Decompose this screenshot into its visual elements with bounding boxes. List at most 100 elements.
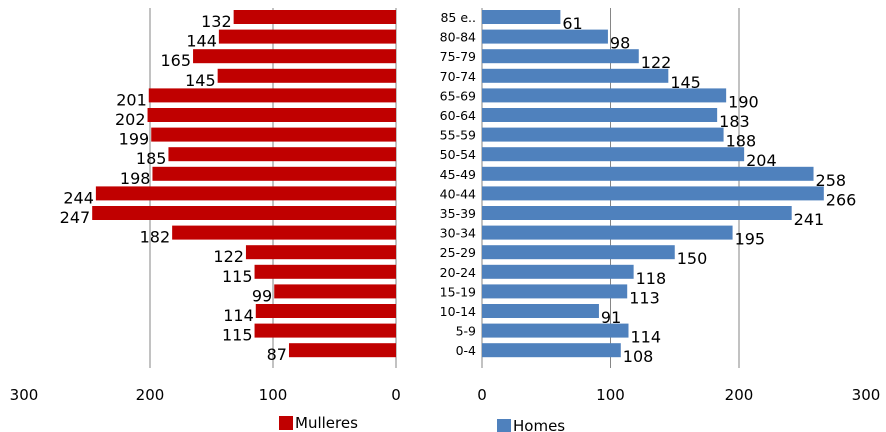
bar-mulleres bbox=[245, 245, 396, 260]
bar-homes bbox=[482, 68, 669, 83]
right-bars bbox=[482, 10, 824, 358]
data-label-mulleres: 145 bbox=[185, 71, 216, 90]
bar-homes bbox=[482, 166, 814, 181]
category-label: 25-29 bbox=[440, 245, 476, 260]
category-label: 40-44 bbox=[440, 186, 476, 201]
category-label: 5-9 bbox=[456, 324, 476, 339]
left-tick-labels: 300 200 100 0 bbox=[10, 386, 401, 404]
category-label: 45-49 bbox=[440, 167, 476, 182]
data-label-homes: 190 bbox=[728, 92, 759, 111]
bar-mulleres bbox=[152, 166, 396, 181]
bar-homes bbox=[482, 206, 792, 220]
data-label-homes: 113 bbox=[629, 288, 660, 307]
data-label-homes: 98 bbox=[610, 34, 630, 53]
left-bars bbox=[92, 10, 396, 358]
bar-mulleres bbox=[193, 49, 396, 64]
tick-label-left: 0 bbox=[391, 386, 401, 404]
left-data-labels: 1321441651452012021991851982442471821221… bbox=[60, 12, 287, 364]
bar-homes bbox=[482, 304, 599, 318]
data-label-homes: 266 bbox=[826, 190, 857, 209]
bar-homes bbox=[482, 49, 639, 64]
data-label-homes: 91 bbox=[601, 308, 621, 327]
bar-mulleres bbox=[217, 68, 396, 83]
category-label: 35-39 bbox=[440, 206, 476, 221]
data-label-mulleres: 201 bbox=[116, 90, 147, 109]
category-label: 15-19 bbox=[440, 284, 476, 299]
tick-label-right: 100 bbox=[596, 386, 625, 404]
bar-mulleres bbox=[233, 10, 396, 24]
tick-label-right: 300 bbox=[852, 386, 881, 404]
data-label-homes: 188 bbox=[726, 132, 757, 151]
data-label-mulleres: 165 bbox=[161, 51, 192, 70]
tick-label-left: 100 bbox=[259, 386, 288, 404]
data-label-mulleres: 199 bbox=[119, 130, 150, 149]
bar-mulleres bbox=[172, 225, 396, 240]
bar-mulleres bbox=[274, 284, 396, 299]
tick-label-left: 200 bbox=[136, 386, 165, 404]
bar-homes bbox=[482, 10, 561, 24]
legend-label-homes: Homes bbox=[513, 417, 565, 432]
bar-homes bbox=[482, 29, 608, 44]
bar-homes bbox=[482, 147, 745, 162]
data-label-homes: 258 bbox=[816, 171, 847, 190]
data-label-mulleres: 87 bbox=[267, 345, 287, 364]
legend-mulleres: Mulleres bbox=[279, 414, 358, 432]
category-label: 50-54 bbox=[440, 147, 476, 162]
data-label-homes: 183 bbox=[719, 112, 750, 131]
data-label-mulleres: 122 bbox=[213, 247, 244, 266]
bar-mulleres bbox=[95, 186, 396, 201]
data-label-mulleres: 99 bbox=[252, 286, 272, 305]
bar-mulleres bbox=[92, 206, 396, 220]
data-label-homes: 118 bbox=[636, 269, 667, 288]
bar-homes bbox=[482, 108, 718, 122]
legend-swatch-mulleres bbox=[279, 416, 293, 430]
bar-homes bbox=[482, 186, 824, 201]
data-label-homes: 195 bbox=[735, 230, 766, 249]
category-label: 75-79 bbox=[440, 49, 476, 64]
bar-mulleres bbox=[148, 88, 396, 103]
data-label-mulleres: 182 bbox=[140, 228, 171, 247]
bar-homes bbox=[482, 323, 629, 338]
bar-mulleres bbox=[147, 108, 396, 122]
data-label-mulleres: 115 bbox=[222, 267, 253, 286]
category-label: 30-34 bbox=[440, 226, 476, 241]
data-label-mulleres: 132 bbox=[201, 12, 232, 31]
data-label-mulleres: 114 bbox=[223, 306, 254, 325]
category-label: 20-24 bbox=[440, 265, 476, 280]
data-label-homes: 61 bbox=[562, 14, 582, 33]
bar-mulleres bbox=[218, 29, 396, 44]
bar-homes bbox=[482, 264, 634, 279]
legend-swatch-homes bbox=[497, 419, 511, 432]
category-labels: 85 e.. 80-84 75-79 70-74 65-69 60-64 55-59 50-5… bbox=[440, 10, 476, 358]
tick-label-left: 300 bbox=[10, 386, 39, 404]
data-label-homes: 122 bbox=[641, 53, 672, 72]
bar-mulleres bbox=[151, 127, 396, 142]
data-label-homes: 114 bbox=[630, 328, 661, 347]
category-label: 70-74 bbox=[440, 69, 476, 84]
category-label: 65-69 bbox=[440, 88, 476, 103]
bar-homes bbox=[482, 284, 628, 299]
tick-label-right: 0 bbox=[477, 386, 487, 404]
legend-homes: Homes bbox=[497, 417, 565, 432]
data-label-mulleres: 202 bbox=[115, 110, 146, 129]
bar-mulleres bbox=[168, 147, 396, 162]
bar-mulleres bbox=[288, 343, 396, 358]
category-label: 85 e.. bbox=[440, 10, 476, 25]
data-label-homes: 145 bbox=[670, 73, 701, 92]
data-label-mulleres: 115 bbox=[222, 326, 253, 345]
data-label-mulleres: 198 bbox=[120, 169, 151, 188]
bar-homes bbox=[482, 88, 727, 103]
bar-homes bbox=[482, 225, 733, 240]
category-label: 10-14 bbox=[440, 304, 476, 319]
data-label-homes: 108 bbox=[623, 347, 654, 366]
category-label: 60-64 bbox=[440, 108, 476, 123]
category-label: 80-84 bbox=[440, 30, 476, 45]
data-label-mulleres: 244 bbox=[63, 188, 94, 207]
legend-label-mulleres: Mulleres bbox=[295, 414, 358, 432]
tick-label-right: 200 bbox=[725, 386, 754, 404]
bar-mulleres bbox=[254, 264, 396, 279]
category-label: 0-4 bbox=[456, 343, 476, 358]
bar-mulleres bbox=[255, 304, 396, 318]
